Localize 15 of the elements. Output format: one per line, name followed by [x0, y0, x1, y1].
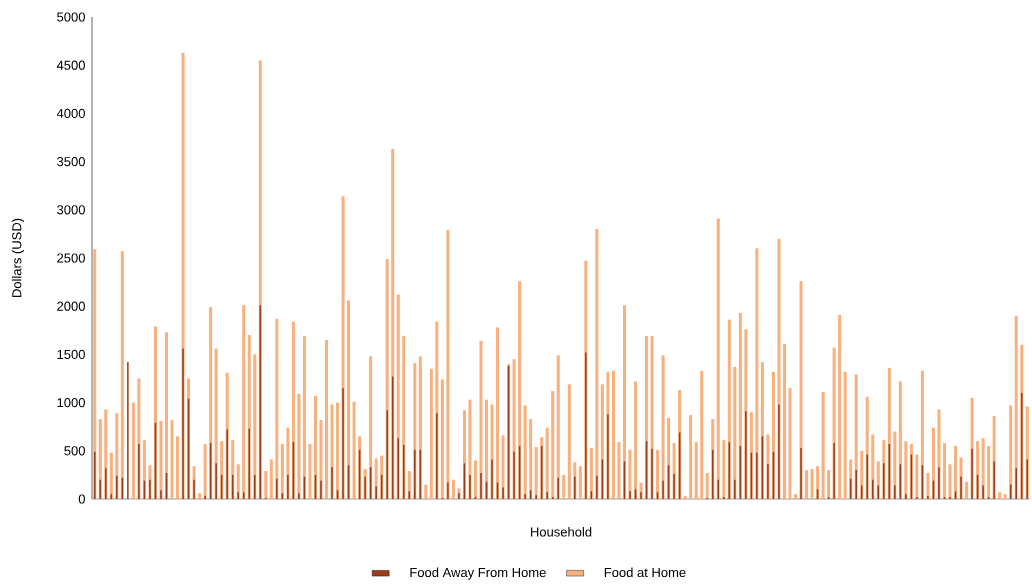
y-tick-label: 1000	[57, 398, 85, 408]
y-tick-label: 0	[78, 494, 85, 504]
y-tick-label: 5000	[57, 12, 85, 22]
x-axis-title: Household	[530, 527, 592, 537]
y-tick-label: 3500	[57, 157, 85, 167]
y-axis-title: Dollars (USD)	[11, 218, 24, 298]
y-tick-label: 4500	[56, 60, 85, 70]
y-tick-label: 2500	[57, 253, 85, 263]
y-tick-label: 500	[64, 446, 85, 456]
y-tick-label: 2000	[57, 301, 85, 311]
y-tick-label: 1500	[57, 349, 85, 359]
y-tick-label: 3000	[57, 205, 85, 215]
legend-label: Food Away From Home	[410, 567, 546, 580]
y-tick-label: 4000	[56, 108, 85, 118]
legend-label: Food at Home	[604, 567, 686, 578]
